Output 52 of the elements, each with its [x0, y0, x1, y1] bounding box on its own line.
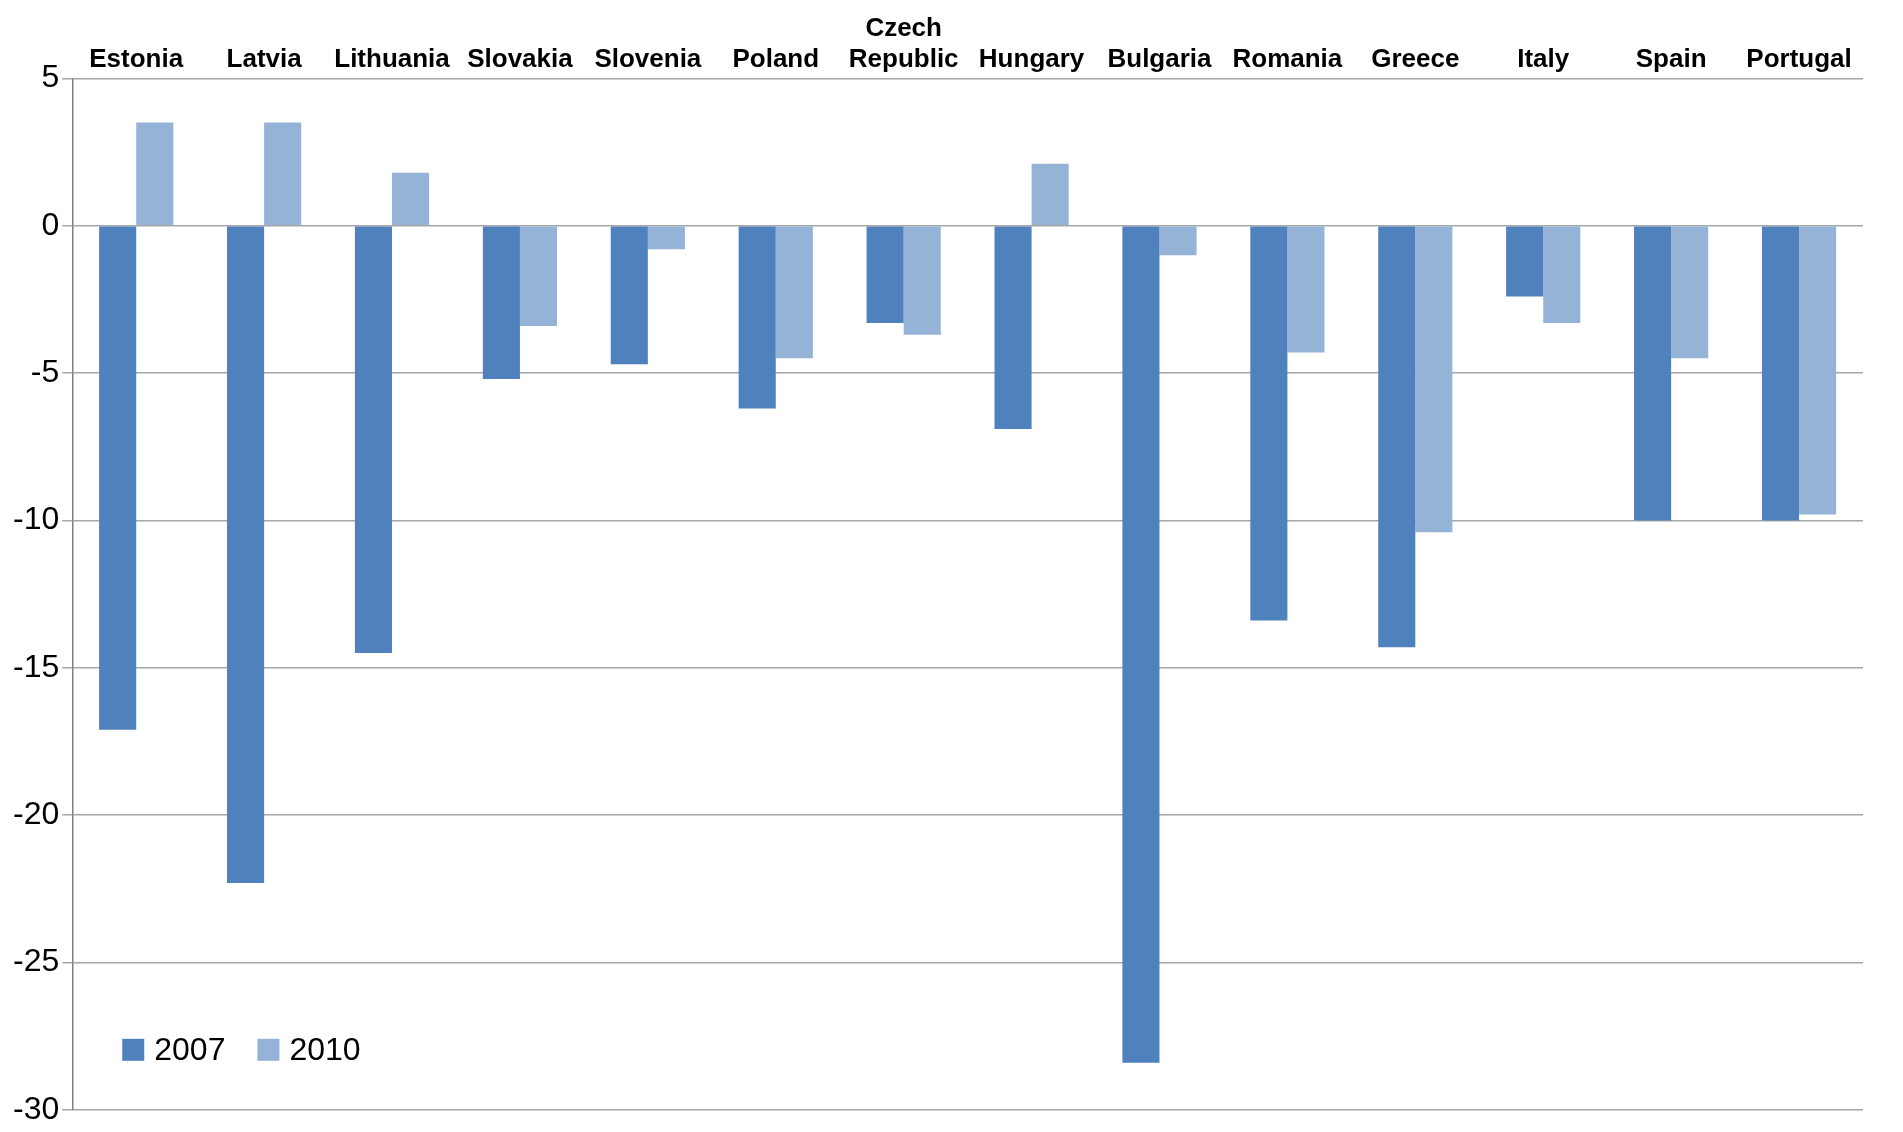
bar [1415, 226, 1453, 533]
y-tick-label: -30 [13, 1089, 60, 1126]
bar [1634, 226, 1672, 521]
bar [866, 226, 904, 323]
bar [519, 226, 558, 326]
x-tick-label: Lithuania [334, 42, 451, 73]
bar [1378, 226, 1416, 648]
bar [1761, 226, 1800, 521]
y-tick-label: -25 [13, 942, 60, 979]
x-tick-label: Greece [1371, 42, 1460, 73]
y-tick-label: -15 [13, 647, 60, 684]
bar [1250, 226, 1288, 621]
bar [1159, 226, 1197, 256]
y-tick-label: -10 [13, 500, 60, 537]
x-tick-label: Estonia [89, 42, 184, 73]
bar [264, 122, 302, 225]
bar [903, 226, 941, 335]
bar [482, 226, 520, 379]
x-tick-label: Bulgaria [1107, 42, 1213, 73]
y-tick-label: -5 [30, 352, 60, 389]
x-tick-label: Hungary [978, 42, 1085, 73]
x-tick-label: Czech Republic [848, 11, 959, 73]
bar [99, 226, 137, 730]
x-tick-label: Poland [732, 42, 820, 73]
x-tick-label: Romania [1232, 42, 1343, 73]
legend-label: 2007 [154, 1030, 226, 1067]
bar [647, 226, 685, 250]
bar [1031, 163, 1069, 225]
x-tick-label: Slovenia [594, 42, 702, 73]
bar [1671, 226, 1709, 359]
bar [610, 226, 648, 365]
legend-label: 2010 [289, 1030, 361, 1067]
bar [227, 226, 265, 883]
y-tick-label: 0 [41, 205, 60, 242]
x-tick-label: Portugal [1746, 42, 1852, 73]
x-tick-label: Spain [1635, 42, 1707, 73]
bar [994, 226, 1032, 430]
bar [1543, 226, 1581, 323]
bar [354, 226, 393, 654]
x-tick-label: Latvia [226, 42, 303, 73]
bar [1799, 226, 1837, 515]
y-tick-label: -20 [13, 794, 60, 831]
bar [775, 226, 813, 359]
bar [738, 226, 776, 409]
x-tick-label: Slovakia [467, 42, 574, 73]
bar [1506, 226, 1544, 297]
y-tick-label: 5 [41, 58, 60, 95]
bar [392, 172, 430, 225]
bar [1122, 226, 1160, 1063]
bar [136, 122, 174, 225]
x-tick-label: Italy [1517, 42, 1570, 73]
bar [1287, 226, 1325, 353]
